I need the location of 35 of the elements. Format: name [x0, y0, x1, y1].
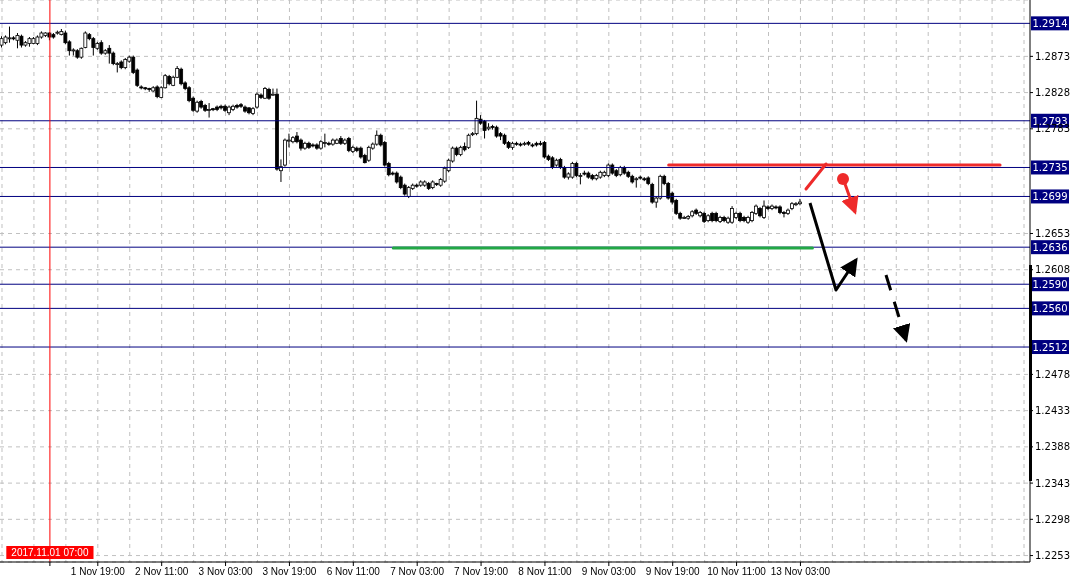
ref-line-label: 1.2636	[1032, 242, 1068, 254]
candlestick	[794, 201, 798, 207]
x-tick-label: 2 Nov 11:00	[135, 566, 189, 577]
x-tick-label: 1 Nov 19:00	[70, 566, 126, 577]
ref-line-label: 1.2699	[1032, 191, 1068, 203]
x-tick-label: 13 Nov 03:00	[770, 566, 831, 577]
candlestick	[798, 198, 802, 206]
y-tick-label: 1.2298	[1035, 513, 1070, 525]
x-tick-label: 2017.11.01 07:00	[11, 547, 89, 558]
x-tick-label: 3 Nov 19:00	[262, 566, 317, 577]
x-tick-label: 8 Nov 11:00	[518, 566, 572, 577]
x-tick-label: 10 Nov 11:00	[707, 566, 767, 577]
x-tick-label: 3 Nov 03:00	[198, 566, 253, 577]
y-tick-label: 1.2343	[1035, 477, 1070, 489]
candlestick	[207, 102, 211, 119]
ref-line-label: 1.2914	[1032, 18, 1068, 30]
x-tick-label: 7 Nov 19:00	[454, 566, 509, 577]
y-tick-label: 1.2388	[1035, 441, 1070, 453]
y-tick-label: 1.2433	[1035, 405, 1070, 417]
x-tick-label: 7 Nov 03:00	[390, 566, 445, 577]
y-tick-label: 1.2608	[1035, 264, 1070, 276]
ref-line-label: 1.2560	[1032, 303, 1068, 315]
ref-line-label: 1.2735	[1032, 162, 1068, 174]
candlestick	[762, 199, 766, 220]
y-tick-label: 1.2478	[1035, 368, 1070, 380]
y-tick-label: 1.2253	[1035, 550, 1070, 562]
x-tick-label: 6 Nov 11:00	[326, 566, 381, 577]
ref-line-label: 1.2512	[1032, 342, 1068, 354]
y-tick-label: 1.2653	[1035, 228, 1070, 240]
candlestick	[322, 133, 327, 148]
y-tick-label: 1.2828	[1035, 87, 1070, 99]
x-tick-label: 9 Nov 19:00	[645, 566, 701, 577]
x-tick-label: 9 Nov 03:00	[581, 566, 637, 577]
y-tick-label: 1.2873	[1035, 50, 1070, 62]
ref-line-label: 1.2590	[1032, 279, 1068, 291]
